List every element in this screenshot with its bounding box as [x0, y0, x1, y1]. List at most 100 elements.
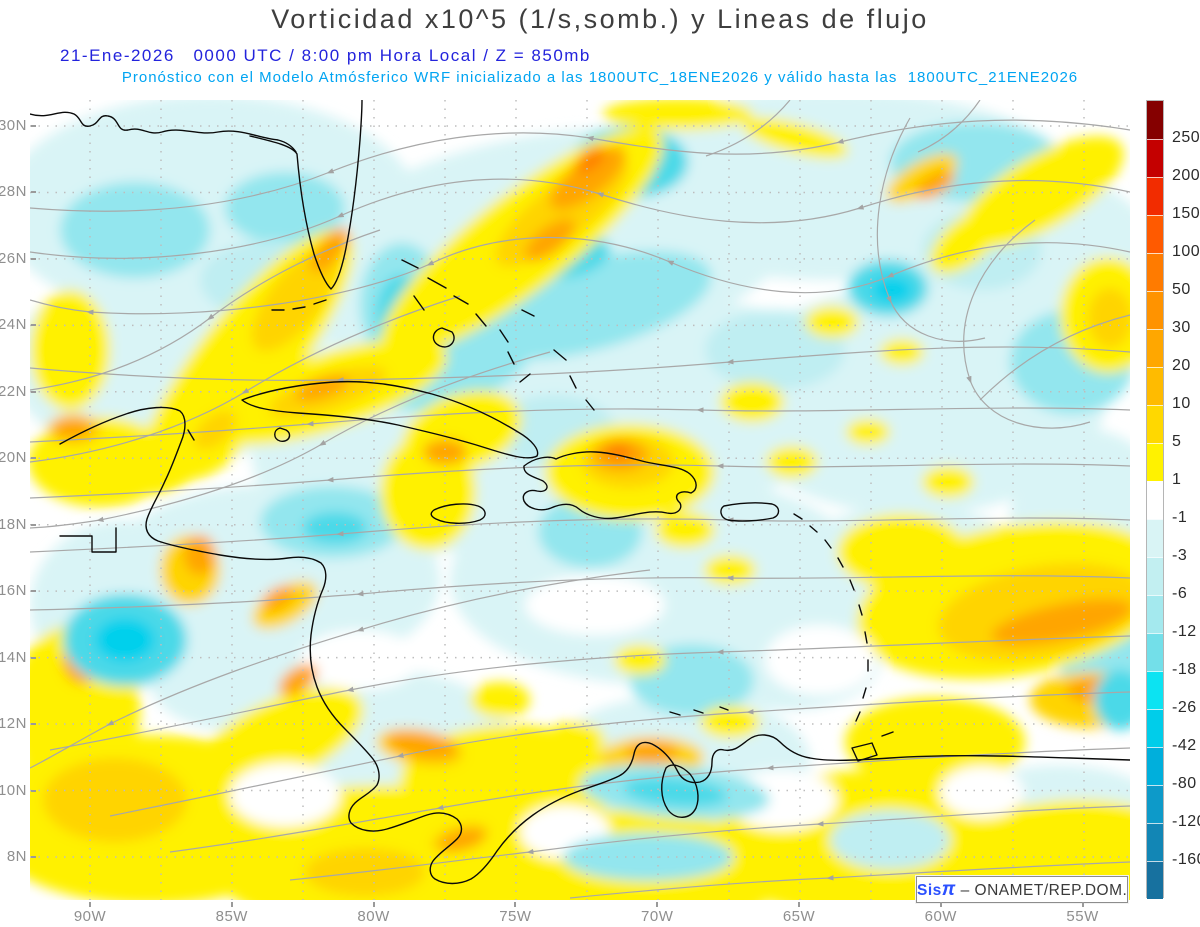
axis-tick — [31, 390, 36, 393]
colorbar-cell — [1147, 291, 1163, 329]
colorbar-cell — [1147, 139, 1163, 177]
colorbar-cell — [1147, 861, 1163, 899]
vorticity-blob — [303, 512, 367, 544]
colorbar-cell — [1147, 367, 1163, 405]
coastline — [187, 429, 195, 441]
vorticity-blob — [193, 410, 237, 450]
colorbar-cell — [1147, 823, 1163, 861]
colorbar-tick-label: -26 — [1172, 699, 1197, 716]
axis-tick — [31, 656, 36, 659]
lon-label: 80W — [350, 902, 398, 925]
axis-tick — [31, 324, 36, 327]
streamline — [876, 117, 986, 342]
vorticity-blob — [525, 218, 575, 262]
colorbar-cell — [1147, 519, 1163, 557]
lon-label: 70W — [633, 902, 681, 925]
vorticity-blob — [880, 339, 924, 365]
vorticity-blob — [766, 446, 818, 478]
vorticity-field-layer — [30, 100, 1130, 900]
streamline — [979, 314, 1130, 401]
lat-label: 28N — [0, 184, 36, 200]
coastline — [522, 451, 697, 520]
vorticity-blob — [846, 419, 890, 445]
axis-tick — [31, 457, 36, 460]
colorbar-tick-label: 150 — [1172, 205, 1200, 222]
vorticity-blob — [929, 210, 1001, 274]
lat-label: 20N — [0, 450, 36, 466]
colorbar-tick-label: 250 — [1172, 129, 1200, 146]
coastline — [430, 503, 486, 524]
colorbar-cell — [1147, 405, 1163, 443]
axis-tick — [656, 902, 659, 907]
vorticity-blob — [704, 555, 756, 585]
colorbar-tick-label: 1 — [1172, 471, 1182, 488]
colorbar-tick-label: -3 — [1172, 547, 1188, 564]
vorticity-blob — [563, 833, 733, 881]
vorticity-blob — [886, 153, 958, 203]
coastline — [661, 764, 699, 818]
axis-tick — [31, 855, 36, 858]
vorticity-blob — [837, 514, 967, 590]
streamline — [30, 346, 1130, 383]
vorticity-blob — [991, 598, 1130, 646]
vorticity-blob — [1094, 670, 1130, 730]
streamline — [963, 219, 1091, 429]
axis-tick — [31, 191, 36, 194]
streamline — [30, 119, 1130, 212]
colorbar-tick-label: -80 — [1172, 775, 1197, 792]
valid-time-subtitle: 21-Ene-2026 0000 UTC / 8:00 pm Hora Loca… — [60, 46, 591, 65]
vorticity-blob — [603, 100, 753, 130]
colorbar-tick-label: 50 — [1172, 281, 1191, 298]
colorbar-tick-label: 10 — [1172, 395, 1191, 412]
axis-tick — [89, 902, 91, 907]
axis-tick — [372, 902, 375, 907]
colorbar-cell — [1147, 557, 1163, 595]
coastline — [59, 406, 1130, 885]
streamline — [705, 100, 791, 157]
lon-label: 75W — [491, 902, 539, 925]
colorbar-tick-label: 30 — [1172, 319, 1191, 336]
colorbar-cell — [1147, 101, 1163, 139]
colorbar-tick-label: -120 — [1172, 813, 1200, 830]
colorbar-legend — [1146, 100, 1164, 899]
colorbar-tick-label: 20 — [1172, 357, 1191, 374]
colorbar-cell — [1147, 595, 1163, 633]
streamline — [569, 861, 1130, 899]
streamline — [30, 351, 551, 529]
streamline — [917, 100, 981, 153]
streamline — [30, 178, 1130, 259]
coastline — [249, 100, 363, 290]
vorticity-blob — [30, 290, 110, 410]
vorticity-blob — [922, 466, 974, 498]
streamline — [30, 407, 1130, 443]
coastline — [401, 259, 595, 411]
coastline — [793, 513, 869, 722]
streamline — [30, 236, 1130, 315]
streamline — [289, 805, 1130, 881]
coastline — [30, 111, 297, 153]
model-run-subtitle: Pronóstico con el Modelo Atmósferico WRF… — [121, 69, 1079, 86]
coastline — [271, 299, 327, 311]
colorbar-cell — [1147, 709, 1163, 747]
vorticity-streamline-chart — [30, 100, 1130, 900]
axis-tick — [939, 902, 942, 907]
streamline — [30, 569, 651, 769]
vorticity-blob — [915, 171, 955, 199]
lat-label: 24N — [0, 317, 36, 333]
vorticity-blob — [845, 697, 1025, 787]
coastline — [851, 742, 878, 762]
vorticity-blob — [950, 800, 1130, 900]
lon-label: 90W — [66, 902, 114, 925]
vorticity-blob — [60, 182, 210, 278]
page-title: Vorticidad x10^5 (1/s,somb.) y Lineas de… — [271, 4, 929, 34]
colorbar-tick-label: -6 — [1172, 585, 1188, 602]
lon-label: 55W — [1059, 902, 1107, 925]
colorbar-cell — [1147, 177, 1163, 215]
colorbar-tick-label: 100 — [1172, 243, 1200, 260]
axis-tick — [31, 523, 36, 526]
colorbar-tick-label: 200 — [1172, 167, 1200, 184]
lat-label: 16N — [0, 583, 36, 599]
colorbar-cell — [1147, 329, 1163, 367]
axis-tick — [31, 257, 36, 260]
